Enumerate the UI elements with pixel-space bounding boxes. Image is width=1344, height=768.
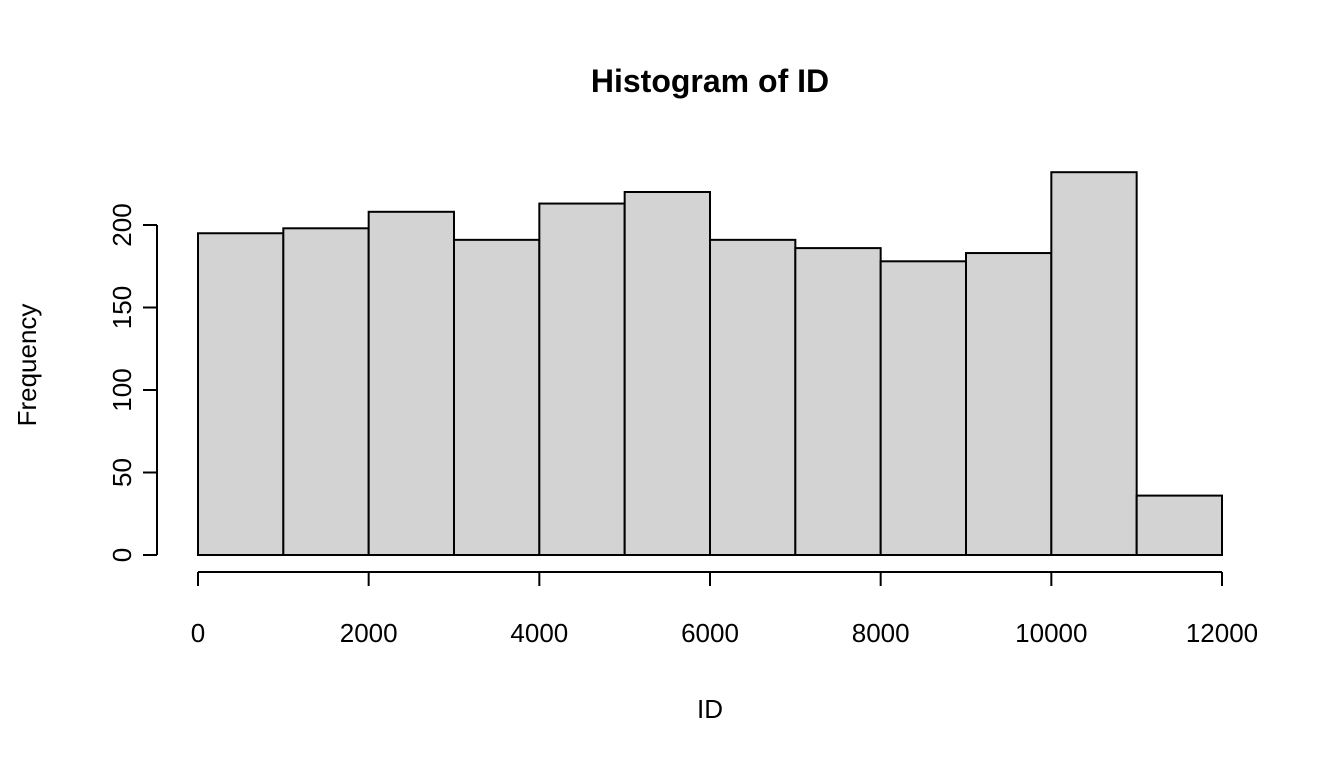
y-axis: 0 50 100 150 200 <box>107 203 158 562</box>
x-tick-label: 10000 <box>1015 618 1087 648</box>
histogram-bar <box>709 238 797 556</box>
chart-title: Histogram of ID <box>591 63 829 99</box>
y-tick-label: 200 <box>107 203 137 246</box>
y-axis-label: Frequency <box>12 304 42 427</box>
x-axis-label: ID <box>697 694 723 724</box>
histogram-bar <box>367 210 455 557</box>
histogram-bar <box>965 252 1053 557</box>
histogram-bar <box>623 191 712 556</box>
histogram-bar <box>282 227 370 557</box>
histogram-bar <box>1050 171 1138 556</box>
y-tick-label: 150 <box>107 286 137 329</box>
histogram-bar <box>879 260 968 556</box>
x-tick-label: 4000 <box>510 618 568 648</box>
histogram-bar <box>453 238 541 556</box>
y-ticks: 0 50 100 150 200 <box>107 203 157 562</box>
x-tick-label: 2000 <box>340 618 398 648</box>
x-tick-label: 12000 <box>1186 618 1258 648</box>
histogram-bar <box>794 247 882 556</box>
histogram-bar <box>538 202 626 557</box>
histogram-bar <box>1135 494 1223 557</box>
y-tick-label: 50 <box>107 458 137 487</box>
y-tick-label: 100 <box>107 368 137 411</box>
histogram-bars <box>197 171 1223 557</box>
x-tick-label: 6000 <box>681 618 739 648</box>
x-ticks: 0 2000 4000 6000 8000 10000 12000 <box>191 572 1258 648</box>
x-tick-label: 0 <box>191 618 205 648</box>
histogram-bar <box>197 232 285 556</box>
x-axis: 0 2000 4000 6000 8000 10000 12000 <box>191 571 1258 648</box>
x-tick-label: 8000 <box>852 618 910 648</box>
y-tick-label: 0 <box>107 548 137 562</box>
